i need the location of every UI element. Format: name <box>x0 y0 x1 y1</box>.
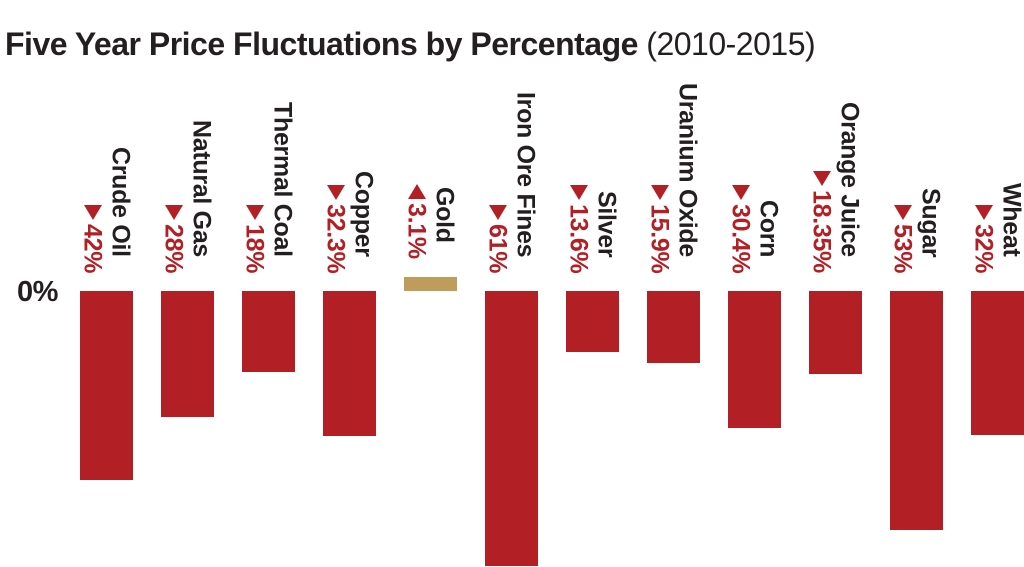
bar-uranium-oxide <box>647 291 700 363</box>
commodity-name: Natural Gas <box>187 119 216 257</box>
commodity-name: Silver <box>592 190 621 257</box>
down-arrow-icon <box>488 204 507 220</box>
bar-natural-gas <box>161 291 214 417</box>
bar-label-copper: Copper 32.3% <box>322 60 378 273</box>
up-arrow-icon <box>407 184 426 200</box>
change-percentage: 61% <box>483 223 512 273</box>
change-percentage: 18% <box>240 223 269 273</box>
commodity-name: Orange Juice <box>835 102 864 257</box>
chart-title-period: (2010-2015) <box>646 26 816 63</box>
commodity-name: Sugar <box>916 187 945 257</box>
down-arrow-icon <box>812 171 831 186</box>
down-arrow-icon <box>83 204 102 220</box>
commodity-name: Crude Oil <box>106 147 135 257</box>
commodity-name: Gold <box>430 187 459 244</box>
bar-gold <box>404 277 457 291</box>
bar-label-crude-oil: Crude Oil 42% <box>79 60 135 273</box>
bar-label-orange-juice: Orange Juice 18.35% <box>808 60 864 273</box>
commodity-change: 61% <box>484 76 512 273</box>
down-arrow-icon <box>974 204 993 220</box>
change-percentage: 30.4% <box>726 203 755 273</box>
bar-orange-juice <box>809 291 862 374</box>
chart-title-main: Five Year Price Fluctuations by Percenta… <box>5 26 638 63</box>
bar-label-sugar: Sugar 53% <box>889 60 945 273</box>
commodity-change: 42% <box>79 76 107 273</box>
bar-crude-oil <box>80 291 133 480</box>
commodity-name: Thermal Coal <box>268 102 297 257</box>
commodity-change: 53% <box>889 76 917 273</box>
change-percentage: 28% <box>159 223 188 273</box>
commodity-change: 32% <box>970 76 998 273</box>
chart-title: Five Year Price Fluctuations by Percenta… <box>5 23 816 65</box>
zero-baseline-label: 0% <box>17 276 58 308</box>
commodity-change: 30.4% <box>727 76 755 273</box>
bar-corn <box>728 291 781 428</box>
bar-label-iron-ore-fines: Iron Ore Fines 61% <box>484 60 540 273</box>
down-arrow-icon <box>245 204 264 220</box>
commodity-change: 28% <box>160 76 188 273</box>
bar-sugar <box>890 291 943 530</box>
change-percentage: 18.35% <box>807 190 836 273</box>
down-arrow-icon <box>569 184 588 200</box>
bar-label-natural-gas: Natural Gas 28% <box>160 60 216 273</box>
bar-label-wheat: Wheat 32% <box>970 60 1024 273</box>
change-percentage: 3.1% <box>402 203 431 260</box>
bar-wheat <box>971 291 1024 435</box>
bar-label-gold: Gold 3.1% <box>403 60 459 259</box>
down-arrow-icon <box>731 184 750 200</box>
bar-label-uranium-oxide: Uranium Oxide 15.9% <box>646 60 702 273</box>
change-percentage: 42% <box>78 223 107 273</box>
commodity-change: 32.3% <box>322 76 350 273</box>
commodity-name: Uranium Oxide <box>673 83 702 257</box>
bar-thermal-coal <box>242 291 295 372</box>
commodity-name: Copper <box>349 171 378 257</box>
commodity-name: Wheat <box>997 183 1024 257</box>
down-arrow-icon <box>326 184 345 200</box>
bar-label-corn: Corn 30.4% <box>727 60 783 273</box>
change-percentage: 53% <box>888 223 917 273</box>
commodity-change: 3.1% <box>403 76 431 259</box>
bar-label-thermal-coal: Thermal Coal 18% <box>241 60 297 273</box>
down-arrow-icon <box>164 204 183 220</box>
change-percentage: 32.3% <box>321 203 350 273</box>
bar-label-silver: Silver 13.6% <box>565 60 621 273</box>
change-percentage: 32% <box>969 223 998 273</box>
commodity-change: 13.6% <box>565 76 593 273</box>
commodity-change: 15.9% <box>646 76 674 273</box>
down-arrow-icon <box>893 204 912 220</box>
change-percentage: 15.9% <box>645 203 674 273</box>
down-arrow-icon <box>650 184 669 200</box>
bar-silver <box>566 291 619 353</box>
change-percentage: 13.6% <box>564 203 593 273</box>
commodity-name: Iron Ore Fines <box>511 91 540 257</box>
commodity-change: 18.35% <box>808 76 836 273</box>
commodity-change: 18% <box>241 76 269 273</box>
commodity-name: Corn <box>754 199 783 257</box>
bar-iron-ore-fines <box>485 291 538 566</box>
bar-copper <box>323 291 376 437</box>
